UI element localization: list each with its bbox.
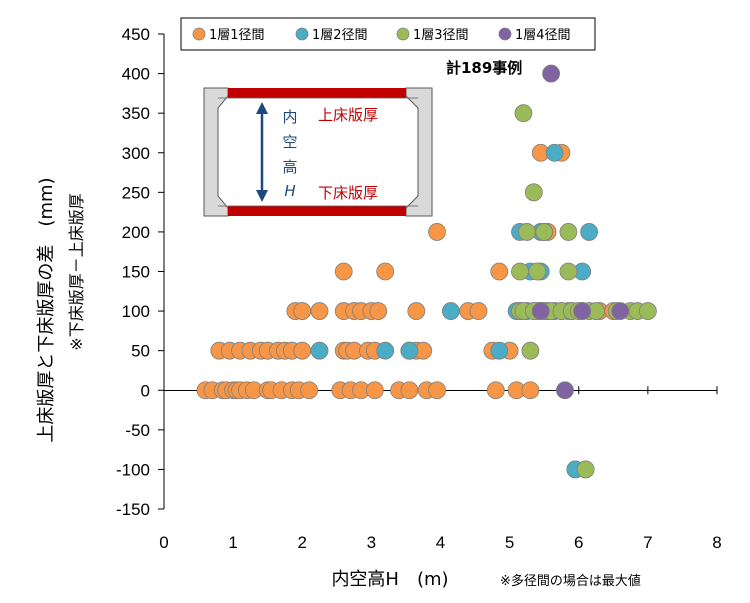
data-point-series-3 [528, 262, 547, 281]
y-tick-label: 150 [122, 263, 150, 282]
y-tick-label: 50 [131, 342, 150, 361]
x-tick-label: 5 [505, 533, 514, 552]
data-point-series-1 [486, 381, 505, 400]
legend-marker-4 [498, 27, 512, 41]
x-tick-group: 0 1 2 3 4 5 6 7 8 [159, 386, 722, 552]
y-tick-label: 400 [122, 65, 150, 84]
inset-height-var: H [284, 182, 295, 200]
data-point-series-1 [428, 223, 446, 241]
data-point-series-4 [531, 302, 550, 320]
data-points [196, 64, 657, 479]
y-tick-label: 0 [141, 381, 150, 400]
legend-marker-3 [396, 27, 410, 41]
y-tick-label: 200 [122, 223, 150, 242]
data-point-series-2 [376, 341, 395, 360]
data-point-series-4 [556, 381, 574, 400]
y-tick-group: -150 -100 -50 0 50 100 150 200 250 300 350 400 450 [116, 25, 164, 519]
data-point-series-3 [518, 223, 536, 241]
data-point-series-2 [400, 341, 419, 360]
data-point-series-4 [611, 302, 630, 320]
legend-label-1: 1層1径間 [209, 28, 265, 43]
data-point-series-1 [369, 302, 388, 320]
data-point-series-1 [407, 302, 426, 320]
data-point-series-3 [511, 262, 529, 281]
y-tick-label: 300 [122, 144, 150, 163]
data-point-series-1 [293, 341, 312, 360]
data-point-series-1 [521, 381, 540, 400]
data-point-series-1 [300, 381, 319, 400]
inset-bottom-label: 下床版厚 [318, 184, 378, 202]
data-point-series-2 [545, 143, 564, 162]
data-point-series-1 [293, 302, 312, 320]
legend-label-4: 1層4径間 [515, 28, 571, 43]
y-tick-label: -150 [116, 500, 150, 519]
data-point-series-3 [514, 104, 533, 123]
x-tick-label: 1 [228, 533, 237, 552]
y-tick-label: 100 [122, 302, 150, 321]
inset-top-slab [228, 88, 406, 98]
x-tick-label: 2 [298, 533, 307, 552]
x-tick-label: 6 [574, 533, 583, 552]
height-arrow-up-icon [256, 102, 268, 114]
data-point-series-3 [535, 223, 554, 241]
inset-right-wall [405, 87, 433, 217]
legend: 1層1径間 1層2径間 1層3径間 1層4径間 [180, 17, 596, 51]
data-point-series-1 [490, 262, 509, 281]
data-point-series-1 [469, 302, 488, 320]
legend-label-2: 1層2径間 [312, 28, 368, 43]
data-point-series-3 [559, 262, 578, 281]
y-tick-label: -100 [116, 460, 150, 479]
data-point-series-1 [428, 381, 446, 400]
y-tick-label: 450 [122, 25, 150, 44]
y-tick-label: 250 [122, 183, 150, 202]
data-point-series-3 [524, 183, 543, 202]
legend-label-3: 1層3径間 [413, 28, 469, 43]
footnote: ※多径間の場合は最大値 [500, 573, 641, 589]
inset-diagram: 上床版厚 下床版厚 内 空 高 H [203, 87, 433, 217]
height-arrow-down-icon [256, 190, 268, 202]
data-point-series-1 [334, 262, 353, 281]
y-tick-label: -50 [125, 421, 150, 440]
data-point-series-1 [310, 302, 329, 320]
y-axis-title: 上床版厚と下床版厚の差 (mm) [36, 177, 57, 442]
data-point-series-2 [490, 341, 509, 360]
y-axis-subtitle: ※下床版厚－上床版厚 [67, 193, 86, 350]
data-point-series-2 [310, 341, 329, 360]
inset-left-wall [203, 87, 229, 217]
x-tick-label: 4 [436, 533, 445, 552]
legend-marker-2 [295, 27, 309, 41]
inset-top-label: 上床版厚 [318, 106, 378, 124]
legend-marker-1 [192, 27, 206, 41]
data-point-series-1 [400, 381, 419, 400]
data-point-series-4 [573, 302, 592, 320]
data-point-series-4 [542, 64, 560, 83]
x-axis-title: 内空高H (m) [331, 569, 448, 590]
data-point-series-1 [365, 381, 384, 400]
inset-height-char-3: 高 [282, 158, 297, 176]
total-count-annotation: 計189事例 [446, 59, 522, 77]
inset-height-char-1: 内 [282, 108, 297, 126]
inset-bottom-slab [228, 206, 406, 216]
data-point-series-1 [376, 262, 395, 281]
x-tick-label: 8 [712, 533, 721, 552]
data-point-series-3 [559, 223, 578, 241]
x-tick-label: 7 [643, 533, 652, 552]
x-tick-label: 0 [159, 533, 168, 552]
y-tick-label: 350 [122, 104, 150, 123]
data-point-series-2 [441, 302, 460, 320]
data-point-series-3 [576, 460, 595, 479]
data-point-series-3 [521, 341, 540, 360]
x-tick-label: 3 [367, 533, 376, 552]
inset-height-char-2: 空 [282, 133, 297, 151]
data-point-series-3 [638, 302, 657, 320]
legend-box [180, 17, 596, 51]
data-point-series-2 [580, 223, 599, 241]
